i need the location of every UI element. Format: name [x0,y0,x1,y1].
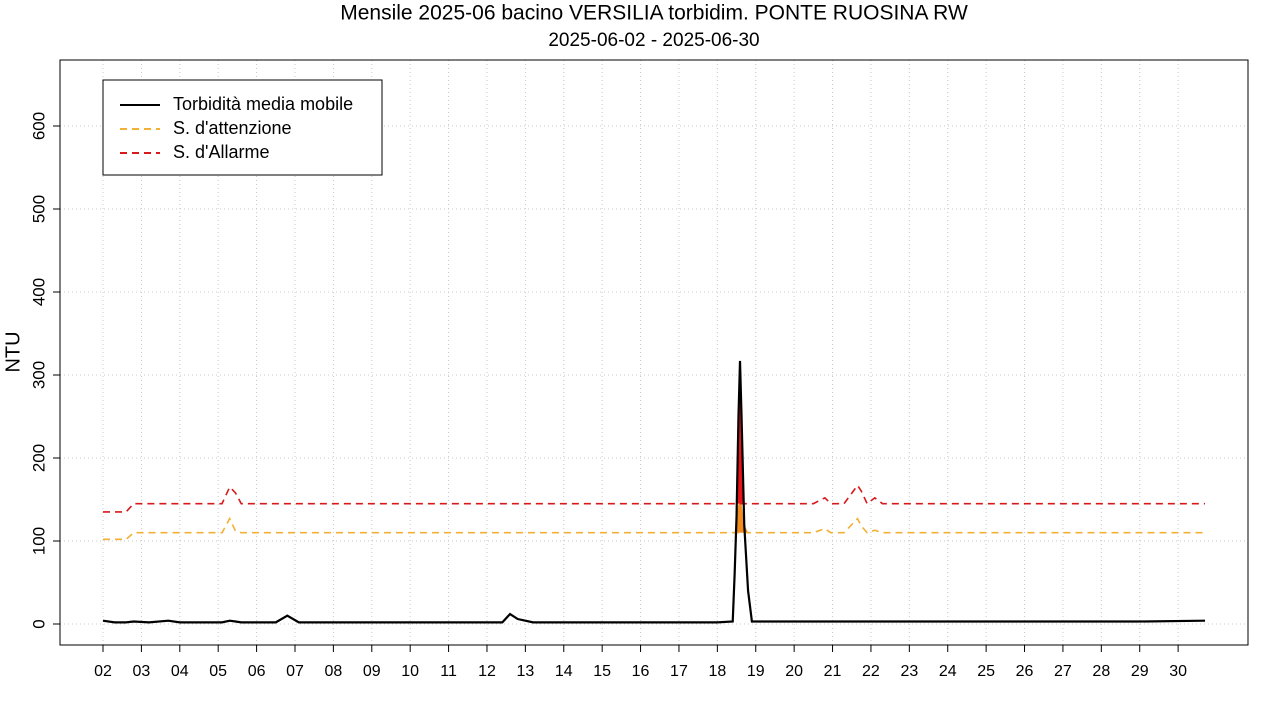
chart-subtitle: 2025-06-02 - 2025-06-30 [548,30,759,51]
y-tick-label: 400 [29,278,48,306]
x-tick-label: 25 [977,663,995,680]
x-tick-label: 06 [248,663,266,680]
legend: Torbidità media mobile S. d'attenzione S. … [102,79,383,176]
x-tick-label: 11 [440,663,457,680]
x-tick-label: 18 [708,663,726,680]
plot-frame [59,59,1249,646]
x-tick-label: 30 [1169,663,1187,680]
y-tick-label: 200 [29,444,48,472]
x-tick-label: 23 [900,663,918,680]
x-tick-label: 26 [1016,663,1034,680]
y-tick-label: 0 [29,619,48,628]
series-line [103,516,1205,541]
series-line [102,360,1206,624]
x-tick-label: 24 [939,663,957,680]
x-tick-label: 13 [516,663,534,680]
exceedance-area [103,360,1205,512]
x-tick-label: 07 [286,663,304,680]
x-tick-label: 08 [324,663,342,680]
x-tick-label: 29 [1131,663,1149,680]
x-tick-label: 14 [555,663,573,680]
x-tick-label: 12 [478,663,496,680]
x-tick-label: 16 [632,663,650,680]
y-tick-label: 100 [29,527,48,555]
y-tick-label: 600 [29,112,48,140]
x-tick-label: 20 [785,663,803,680]
x-tick-label: 17 [670,663,688,680]
chart-title: Mensile 2025-06 bacino VERSILIA torbidim… [340,2,968,25]
x-tick-label: 03 [133,663,151,680]
x-tick-label: 02 [94,663,112,680]
series-line [103,483,1205,513]
legend-label: S. d'attenzione [173,118,292,138]
x-tick-label: 04 [171,663,189,680]
x-tick-label: 22 [862,663,880,680]
x-tick-label: 27 [1054,663,1072,680]
legend-box [102,79,383,176]
x-tick-label: 05 [209,663,227,680]
exceedance-area [103,503,1205,540]
x-tick-label: 09 [363,663,381,680]
y-axis-label: NTU [2,331,24,372]
x-tick-label: 28 [1092,663,1110,680]
x-tick-label: 21 [824,663,842,680]
y-tick-label: 300 [29,361,48,389]
x-tick-label: 10 [401,663,419,680]
legend-label: Torbidità media mobile [173,94,353,114]
y-tick-label: 500 [29,195,48,223]
legend-label: S. d'Allarme [173,142,269,162]
x-tick-label: 15 [593,663,611,680]
x-tick-label: 19 [747,663,765,680]
